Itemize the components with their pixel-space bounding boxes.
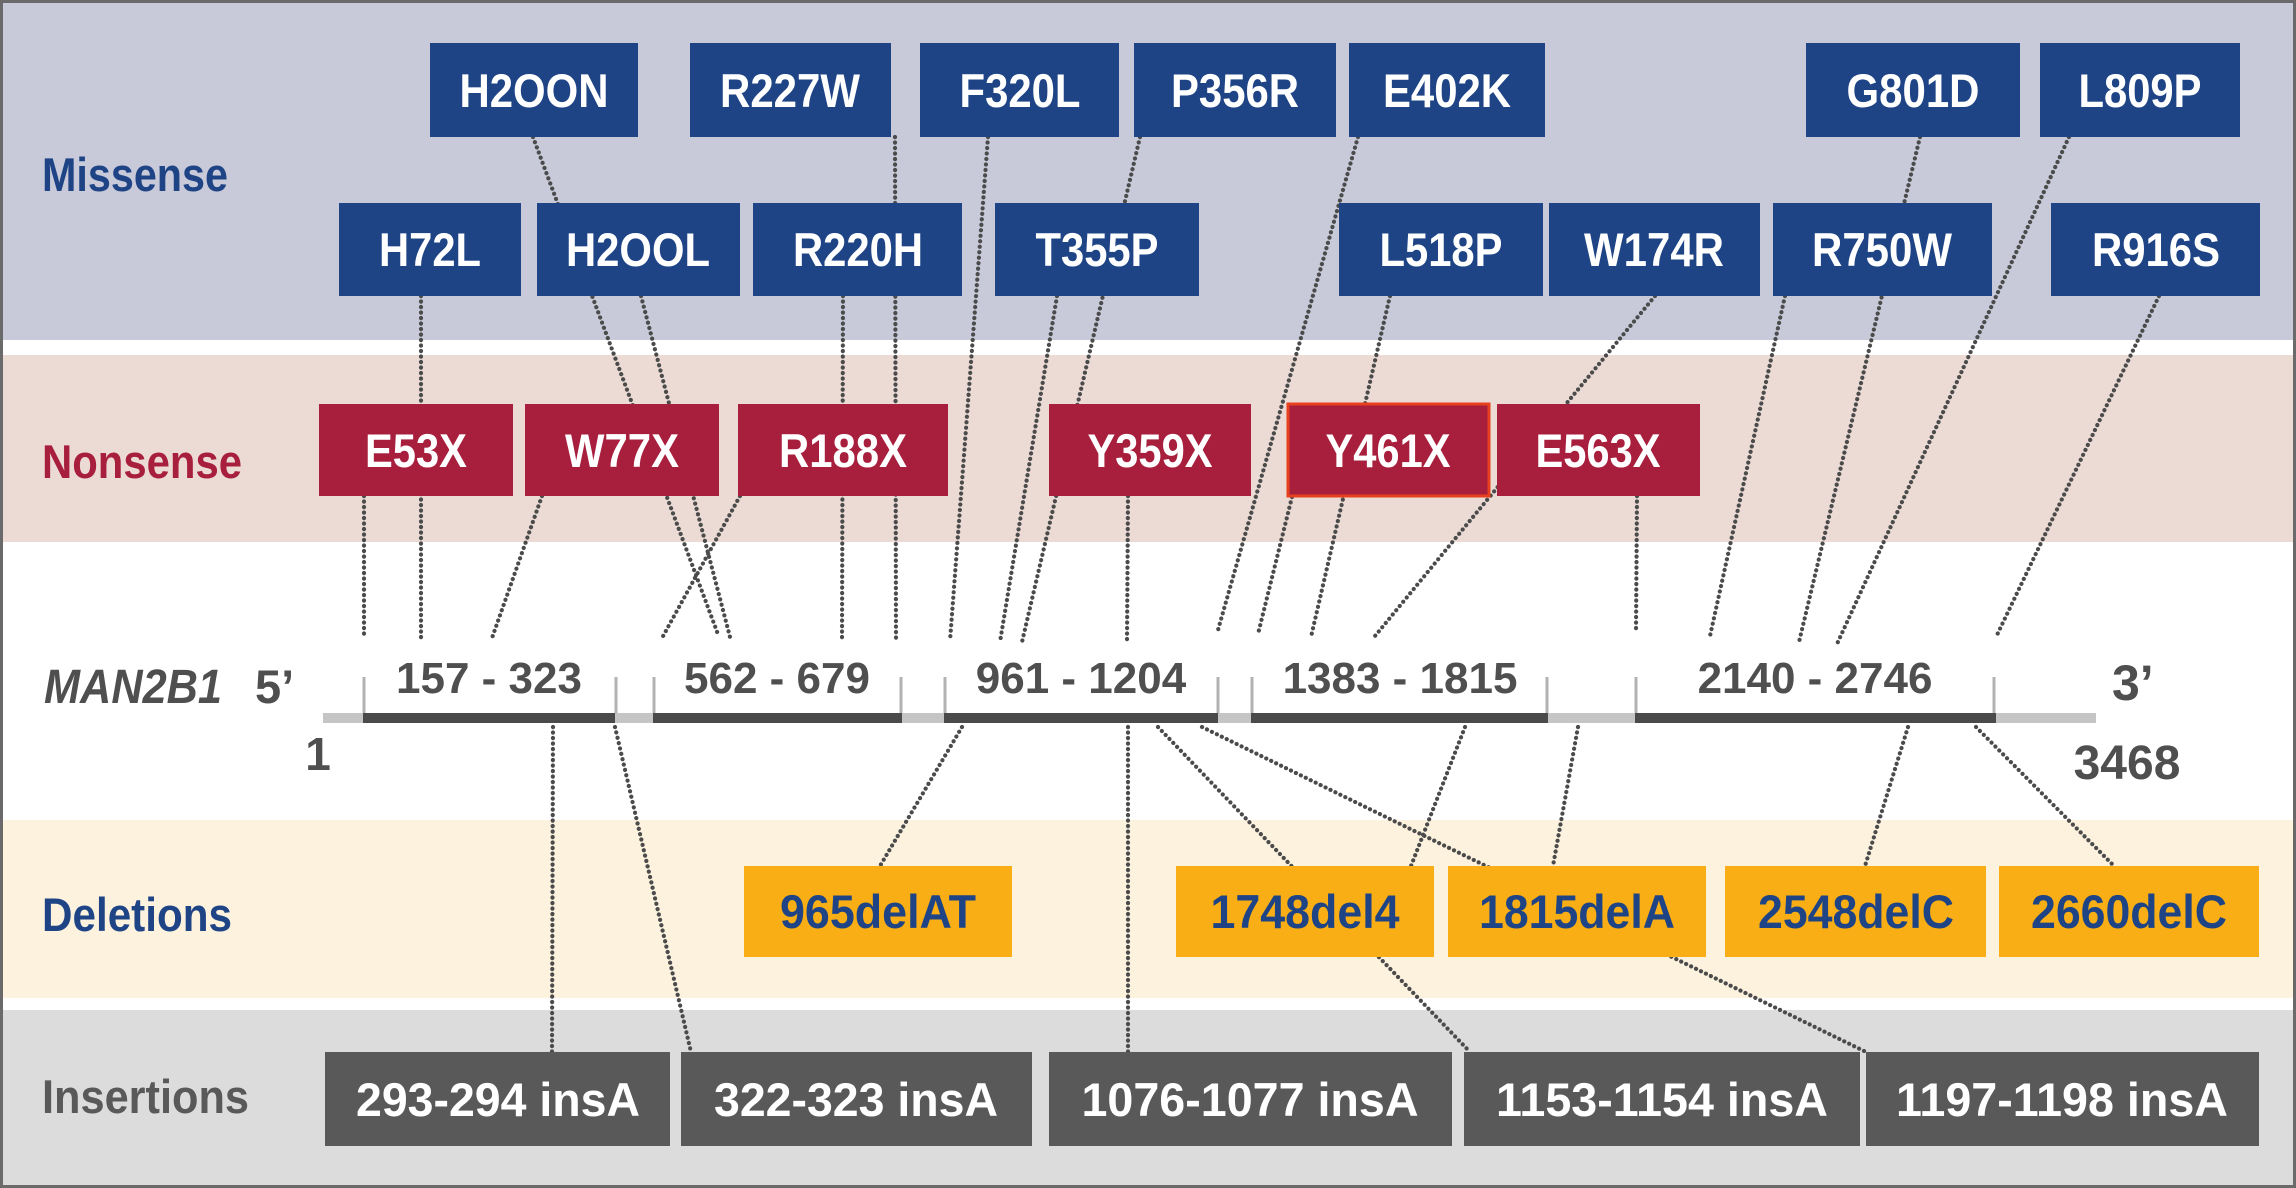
svg-text:1: 1	[305, 728, 331, 780]
svg-text:3468: 3468	[2074, 737, 2181, 790]
svg-text:P356R: P356R	[1171, 64, 1299, 117]
svg-text:1076-1077 insA: 1076-1077 insA	[1082, 1073, 1419, 1126]
svg-text:Nonsense: Nonsense	[42, 435, 242, 488]
svg-text:293-294 insA: 293-294 insA	[356, 1073, 640, 1126]
svg-text:Y461X: Y461X	[1326, 424, 1451, 477]
svg-text:Insertions: Insertions	[42, 1070, 249, 1123]
svg-text:322-323 insA: 322-323 insA	[714, 1073, 998, 1126]
svg-text:Missense: Missense	[42, 148, 228, 201]
svg-text:W174R: W174R	[1584, 223, 1724, 276]
svg-text:5’: 5’	[255, 660, 294, 713]
svg-text:T355P: T355P	[1036, 223, 1159, 276]
svg-text:Y359X: Y359X	[1088, 424, 1213, 477]
svg-text:R227W: R227W	[720, 64, 861, 117]
svg-text:R188X: R188X	[779, 424, 907, 477]
svg-text:1748del4: 1748del4	[1211, 885, 1400, 938]
svg-text:L809P: L809P	[2079, 64, 2202, 117]
svg-text:H2OOL: H2OOL	[566, 223, 710, 276]
svg-text:2140 - 2746: 2140 - 2746	[1698, 654, 1933, 703]
svg-text:1197-1198 insA: 1197-1198 insA	[1896, 1073, 2228, 1126]
svg-text:W77X: W77X	[565, 424, 679, 477]
svg-text:R916S: R916S	[2092, 223, 2220, 276]
svg-text:1383 - 1815: 1383 - 1815	[1283, 654, 1518, 703]
svg-text:1153-1154 insA: 1153-1154 insA	[1496, 1073, 1828, 1126]
svg-text:E53X: E53X	[365, 424, 467, 477]
svg-text:965delAT: 965delAT	[780, 885, 976, 938]
svg-text:157 - 323: 157 - 323	[396, 654, 582, 703]
svg-text:R750W: R750W	[1812, 223, 1953, 276]
svg-text:961 - 1204: 961 - 1204	[976, 654, 1187, 703]
svg-text:E563X: E563X	[1536, 424, 1661, 477]
svg-text:H72L: H72L	[379, 223, 481, 276]
svg-text:Deletions: Deletions	[42, 888, 232, 941]
svg-text:2548delC: 2548delC	[1758, 885, 1954, 938]
svg-text:E402K: E402K	[1383, 64, 1511, 117]
svg-text:F320L: F320L	[960, 64, 1081, 117]
svg-text:L518P: L518P	[1380, 223, 1503, 276]
svg-text:MAN2B1: MAN2B1	[44, 661, 222, 714]
svg-text:1815delA: 1815delA	[1479, 885, 1675, 938]
svg-text:G801D: G801D	[1847, 64, 1980, 117]
svg-text:562 - 679: 562 - 679	[684, 654, 870, 703]
svg-text:3’: 3’	[2112, 655, 2154, 711]
svg-text:H2OON: H2OON	[460, 64, 609, 117]
svg-text:R220H: R220H	[793, 223, 923, 276]
svg-text:2660delC: 2660delC	[2031, 885, 2227, 938]
